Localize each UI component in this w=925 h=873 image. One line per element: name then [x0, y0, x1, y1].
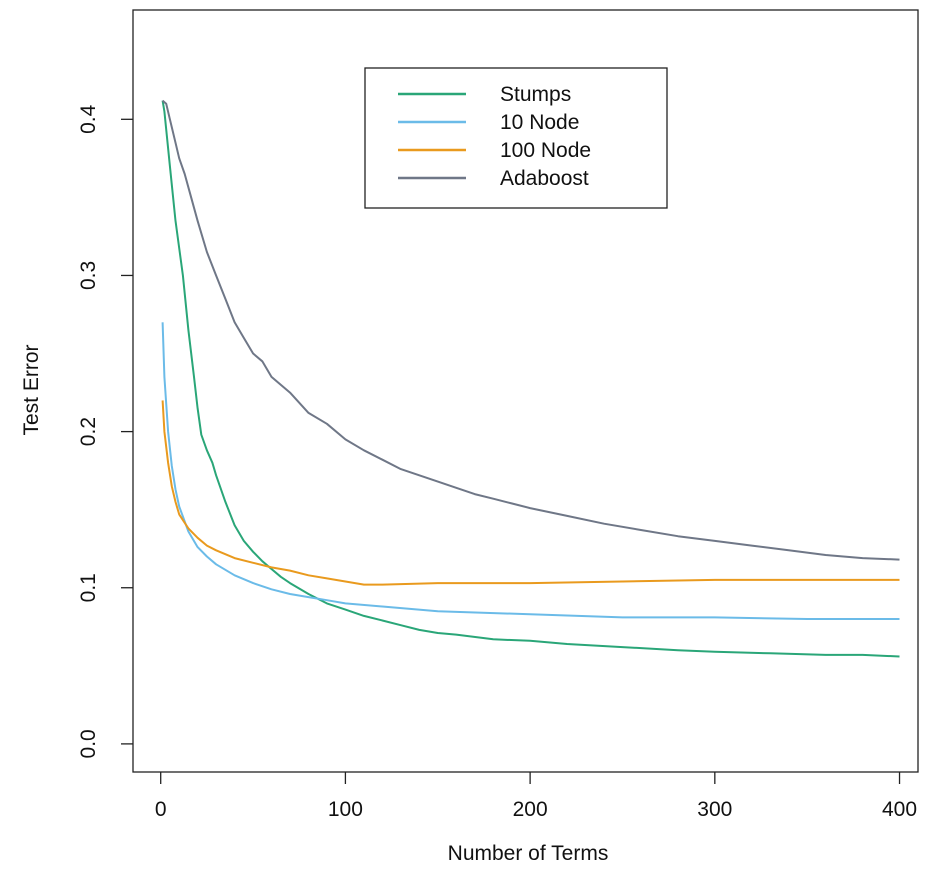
y-tick-label: 0.4 [77, 104, 100, 134]
series-layer [161, 99, 900, 658]
x-tick-label: 200 [513, 798, 548, 821]
y-tick-label: 0.1 [77, 573, 100, 602]
series-line-100-node [161, 400, 900, 586]
series-line-adaboost [161, 99, 900, 561]
legend-label: 10 Node [500, 111, 579, 134]
y-axis-title: Test Error [20, 344, 43, 435]
legend: Stumps 10 Node 100 Node Adaboost [364, 67, 668, 209]
y-axis: 0.0 0.1 0.2 0.3 0.4 [77, 104, 133, 758]
x-tick-label: 0 [155, 798, 167, 821]
y-tick-label: 0.3 [77, 261, 100, 290]
series-line-stumps [161, 100, 900, 658]
x-tick-label: 100 [328, 798, 363, 821]
x-tick-label: 300 [697, 798, 732, 821]
x-axis: 0 100 200 300 400 [155, 772, 917, 821]
legend-label: 100 Node [500, 139, 591, 162]
legend-label: Adaboost [500, 167, 589, 190]
legend-label: Stumps [500, 83, 571, 106]
x-axis-title: Number of Terms [448, 842, 609, 865]
x-tick-label: 400 [882, 798, 917, 821]
series-line-10-node [161, 322, 900, 620]
plot-frame [132, 9, 919, 773]
y-tick-label: 0.2 [77, 417, 100, 446]
legend-box [364, 67, 668, 209]
y-tick-label: 0.0 [77, 729, 100, 758]
